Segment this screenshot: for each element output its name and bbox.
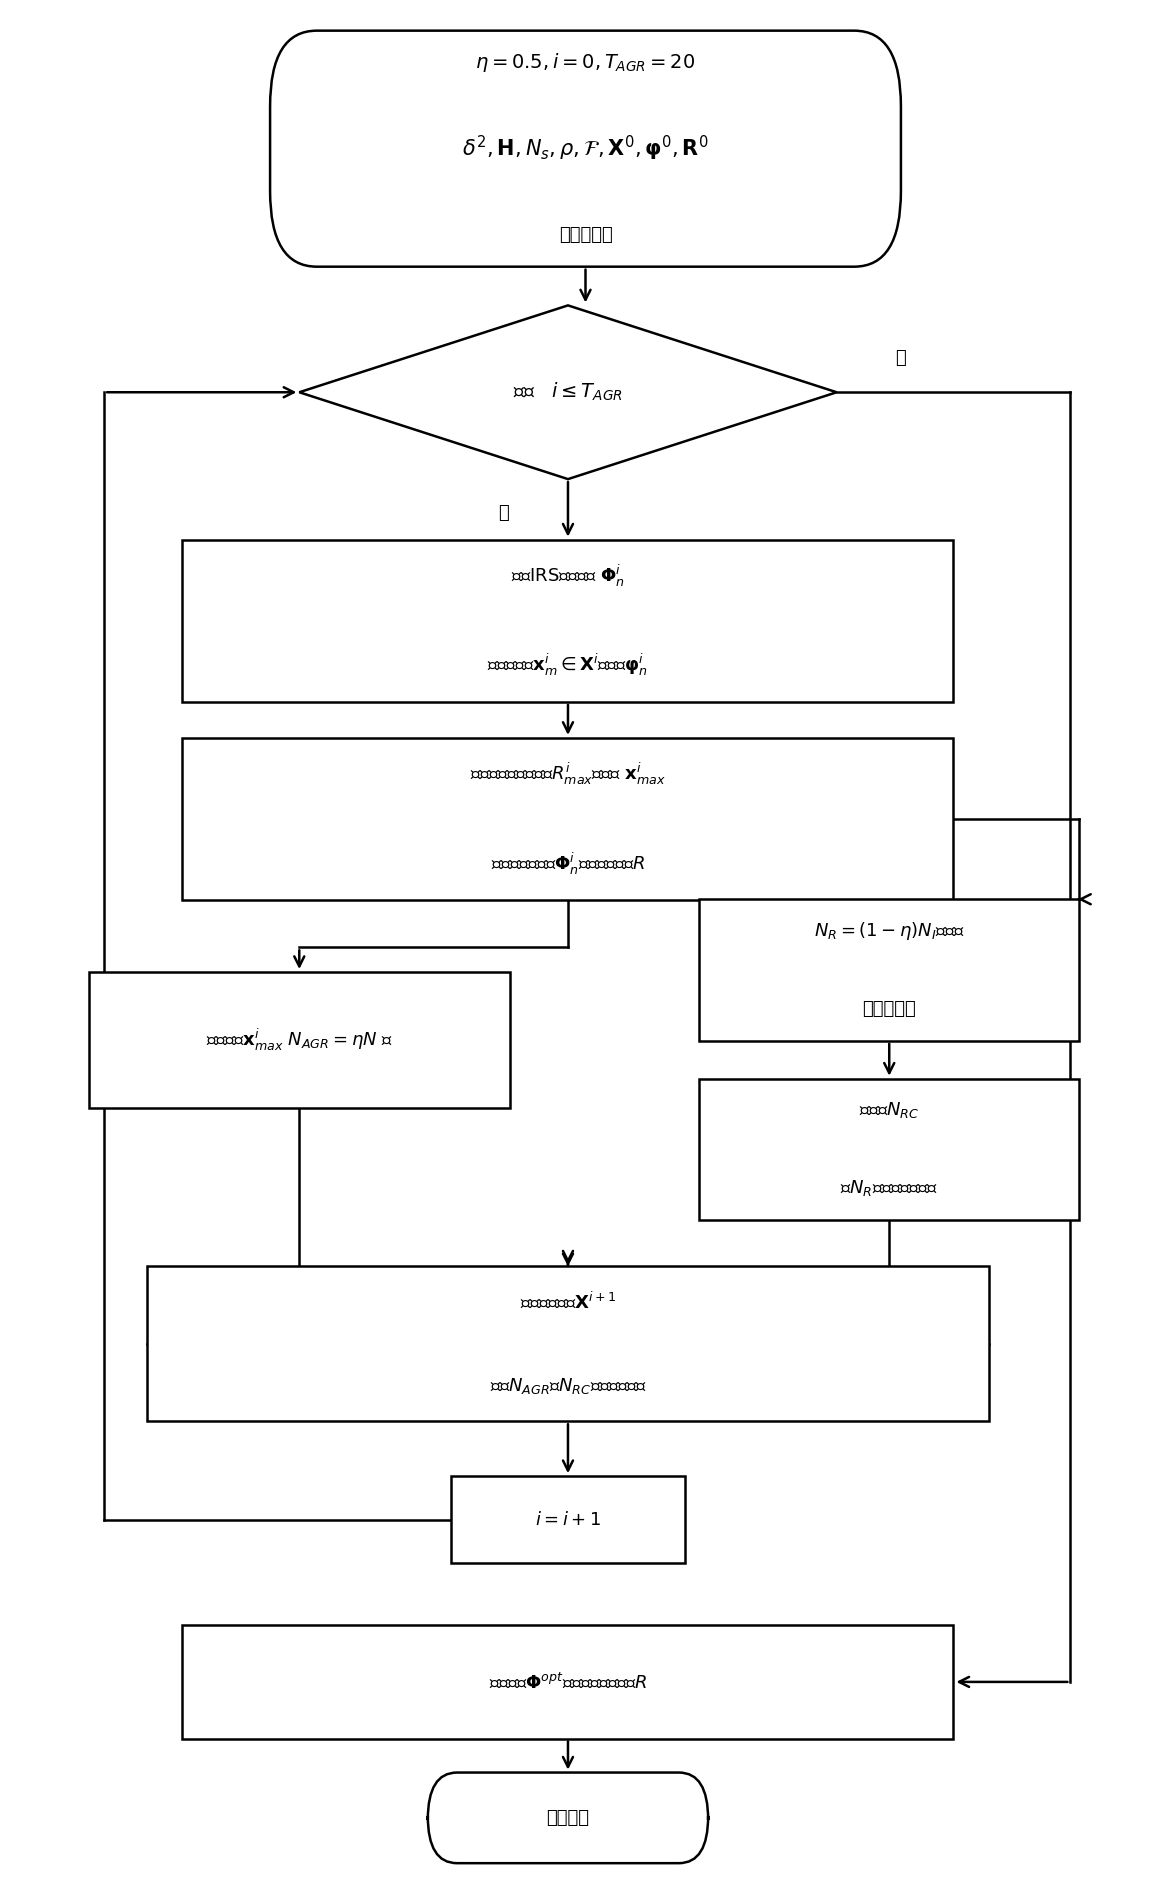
Text: 计算所有构造的$\mathbf{\Phi}^i_n$的适应度函数$R$: 计算所有构造的$\mathbf{\Phi}^i_n$的适应度函数$R$ [491, 851, 645, 877]
Bar [699, 1078, 1078, 1220]
Text: 是: 是 [499, 505, 509, 522]
Text: $i=i+1$: $i=i+1$ [535, 1511, 601, 1528]
Text: 否: 否 [896, 350, 906, 367]
Polygon shape [300, 304, 836, 478]
Bar [89, 972, 509, 1108]
Bar [183, 539, 953, 702]
Text: 集合$N_{AGR}$和$N_{RC}$两部分个体组: 集合$N_{AGR}$和$N_{RC}$两部分个体组 [489, 1377, 646, 1396]
Text: 将所有个体$\mathbf{x}^i_m\in\mathbf{X}^i$解码成$\boldsymbol{\varphi}^i_n$: 将所有个体$\mathbf{x}^i_m\in\mathbf{X}^i$解码成$… [487, 652, 649, 679]
Text: 判断   $i \leq T_{AGR}$: 判断 $i \leq T_{AGR}$ [513, 382, 623, 403]
Text: 初始化参数: 初始化参数 [559, 227, 612, 244]
Bar [699, 900, 1078, 1040]
Text: 作得到$N_{RC}$: 作得到$N_{RC}$ [860, 1101, 919, 1121]
Text: 对$N_R$进行交叉变异操: 对$N_R$进行交叉变异操 [841, 1178, 938, 1199]
Bar [148, 1267, 988, 1422]
FancyBboxPatch shape [427, 1772, 708, 1863]
Bar [183, 1624, 953, 1738]
Text: 轮盘赌产生: 轮盘赌产生 [862, 1000, 916, 1017]
Text: $\delta^2,\mathbf{H},N_s,\rho,\mathcal{F},\mathbf{X}^0,\boldsymbol{\varphi}^0,\m: $\delta^2,\mathbf{H},N_s,\rho,\mathcal{F… [463, 134, 708, 163]
Text: 找出具有最大适应度$R^i_{max}$的个体 $\mathbf{x}^i_{max}$: 找出具有最大适应度$R^i_{max}$的个体 $\mathbf{x}^i_{m… [470, 762, 666, 787]
Bar [183, 737, 953, 900]
Text: $\eta=0.5,i=0,T_{AGR}=20$: $\eta=0.5,i=0,T_{AGR}=20$ [475, 51, 696, 74]
Bar [451, 1477, 685, 1564]
Text: 算法结束: 算法结束 [547, 1810, 589, 1827]
Text: 复制个体$\mathbf{x}^i_{max}$ $N_{AGR}=\eta N$ 次: 复制个体$\mathbf{x}^i_{max}$ $N_{AGR}=\eta N… [206, 1027, 392, 1053]
Text: 成下一代种群$\mathbf{X}^{i+1}$: 成下一代种群$\mathbf{X}^{i+1}$ [520, 1292, 616, 1312]
FancyBboxPatch shape [271, 30, 900, 267]
Text: 解码映射$\mathbf{\Phi}^{opt}$，计算最佳均衡的$R$: 解码映射$\mathbf{\Phi}^{opt}$，计算最佳均衡的$R$ [489, 1672, 646, 1692]
Text: $N_R=(1-\eta)N_I$个个体: $N_R=(1-\eta)N_I$个个体 [814, 921, 965, 942]
Text: 构造IRS相移矩阵 $\mathbf{\Phi}^i_n$: 构造IRS相移矩阵 $\mathbf{\Phi}^i_n$ [511, 564, 625, 590]
